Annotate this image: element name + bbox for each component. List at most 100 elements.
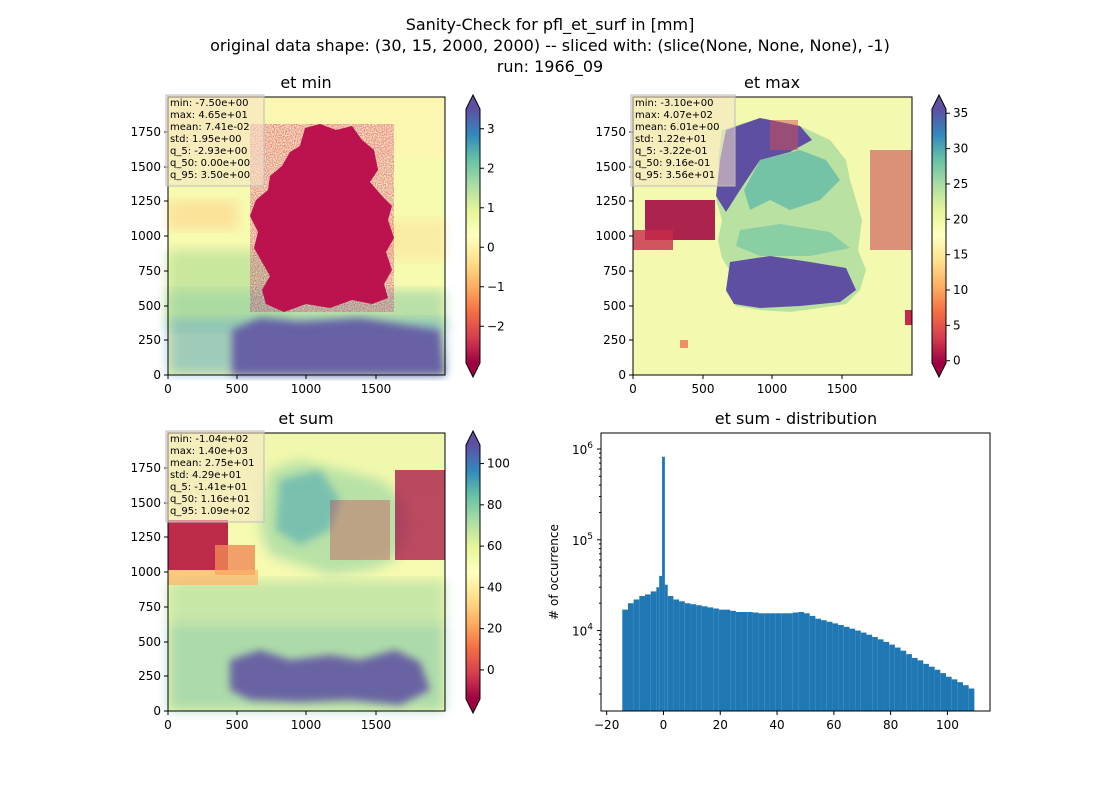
stats-line: q_50: 1.16e+01 (170, 494, 250, 505)
histogram-bar (741, 612, 748, 711)
y-tick-label: 1750 (595, 125, 626, 139)
figure-title-line-3: run: 1966_09 (497, 57, 603, 77)
histogram-bar (752, 612, 759, 711)
panel-title: et sum - distribution (715, 409, 877, 428)
colorbar-tick-label: 0 (487, 663, 495, 677)
histogram-bar (718, 609, 725, 711)
colorbar-tick-label: 0 (487, 240, 495, 254)
histogram-bar (769, 613, 776, 711)
stats-line: mean: 7.41e-02 (170, 122, 250, 133)
histogram-bar (696, 605, 702, 711)
y-tick-label: 500 (603, 299, 626, 313)
colorbar: 0 5 10 15 20 25 30 35 (931, 93, 968, 379)
histogram-bar (945, 676, 952, 711)
histogram-bar (843, 626, 850, 711)
y-tick-label: 750 (603, 264, 626, 278)
histogram-bar (645, 594, 651, 711)
x-axis: −20 0 20 40 60 80 100 (594, 711, 959, 732)
x-tick-label: 1000 (291, 718, 322, 732)
y-tick-label: 104 (572, 623, 593, 639)
histogram-bar (957, 682, 964, 711)
histogram-bar (889, 644, 895, 711)
y-axis-label: # of occurrence (547, 524, 561, 620)
y-tick-label: 750 (138, 600, 161, 614)
x-tick-label: 1500 (827, 382, 858, 396)
histogram-bar (872, 636, 878, 711)
histogram-bar (968, 688, 975, 711)
stats-line: min: -7.50e+00 (170, 98, 249, 109)
histogram-bars (622, 456, 975, 711)
x-tick-label: 1500 (361, 382, 392, 396)
colorbar-tick-label: 5 (953, 318, 961, 332)
stats-line: q_5: -2.93e+00 (170, 146, 247, 157)
colorbar-tick-label: 15 (953, 248, 968, 262)
heatmap-image (167, 432, 446, 712)
y-tick-label: 1500 (595, 160, 626, 174)
stats-line: q_50: 9.16e-01 (635, 158, 710, 169)
histogram-bar (707, 607, 714, 711)
x-tick-label: 100 (936, 718, 959, 732)
y-tick-label: 1250 (130, 530, 161, 544)
histogram-bar (758, 613, 765, 711)
y-tick-label: 1000 (595, 229, 626, 243)
histogram-bar (900, 650, 907, 711)
colorbar-tick-label: 3 (487, 122, 495, 136)
panel-et-sum: et sum 0 500 1000 1500 0 250 500 750 (130, 409, 509, 732)
colorbar-tick-label: 35 (953, 106, 968, 120)
colorbar-tick-label: 100 (487, 457, 510, 471)
figure-title-line-1: Sanity-Check for pfl_et_surf in [mm] (406, 15, 695, 35)
colorbar-tick-label: 40 (487, 580, 502, 594)
histogram-bar (855, 630, 861, 711)
stats-line: q_50: 0.00e+00 (170, 158, 250, 169)
x-tick-label: −20 (594, 718, 619, 732)
y-tick-label: 250 (603, 333, 626, 347)
stats-line: std: 4.29e+01 (170, 470, 242, 481)
stats-line: std: 1.95e+00 (170, 134, 242, 145)
histogram-bar (832, 623, 839, 711)
stats-line: q_95: 1.09e+02 (170, 506, 250, 517)
histogram-bar (798, 612, 805, 711)
y-tick-label: 0 (153, 704, 161, 718)
histogram-bar (735, 612, 742, 711)
colorbar-tick-label: 25 (953, 177, 968, 191)
panel-et-sum-distribution: et sum - distribution −20 0 20 40 60 80 100 10… (547, 409, 991, 732)
histogram-bar (894, 647, 901, 711)
stats-box: min: -7.50e+00 max: 4.65e+01 mean: 7.41e… (165, 94, 265, 187)
histogram-bar (923, 663, 929, 711)
colorbar-tick-label: 1 (487, 201, 495, 215)
colorbar-tick-label: 0 (953, 354, 961, 368)
y-axis: 104 105 106 (572, 441, 601, 695)
histogram-bar (940, 673, 946, 711)
colorbar-tick-label: 10 (953, 283, 968, 297)
x-axis: 0 500 1000 1500 (629, 375, 857, 396)
stats-line: std: 1.22e+01 (635, 134, 707, 145)
y-tick-label: 0 (153, 368, 161, 382)
y-tick-label: 1750 (130, 125, 161, 139)
histogram-bar (917, 660, 924, 711)
histogram-bar (877, 639, 884, 711)
x-tick-label: 1000 (291, 382, 322, 396)
x-tick-label: 60 (826, 718, 841, 732)
colorbar-tick-label: 80 (487, 498, 502, 512)
histogram-bar (951, 679, 958, 711)
y-axis: 0 250 500 750 1000 1250 1500 1750 (130, 461, 168, 718)
histogram-bar (690, 604, 697, 711)
stats-line: max: 4.07e+02 (635, 110, 713, 121)
histogram-bar (622, 609, 628, 711)
colorbar-tick-label: 20 (953, 212, 968, 226)
colorbar-tick-label: 60 (487, 539, 502, 553)
x-tick-label: 0 (164, 382, 172, 396)
histogram-bar (849, 628, 856, 711)
y-tick-label: 750 (138, 264, 161, 278)
histogram-bar (821, 620, 827, 711)
y-tick-label: 1000 (130, 565, 161, 579)
colorbar-tick-label: −2 (487, 319, 505, 333)
histogram-bar (659, 575, 663, 711)
colorbar: 0 20 40 60 80 100 (465, 429, 510, 715)
histogram-bar (883, 641, 890, 711)
stats-line: q_95: 3.50e+00 (170, 170, 250, 181)
x-tick-label: 500 (692, 382, 715, 396)
y-tick-label: 500 (138, 299, 161, 313)
x-tick-label: 80 (883, 718, 898, 732)
